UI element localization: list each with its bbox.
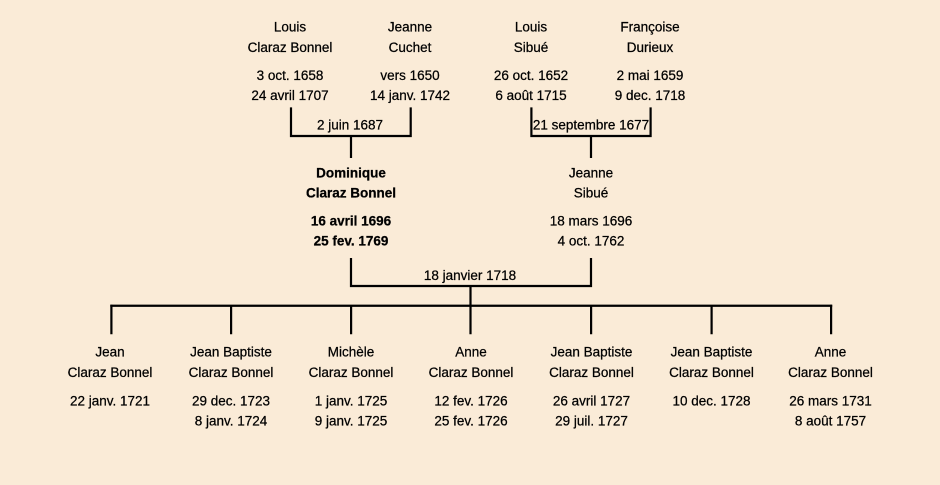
svg-text:2 juin 1687: 2 juin 1687 xyxy=(317,118,383,133)
svg-text:26 oct. 1652: 26 oct. 1652 xyxy=(494,68,568,83)
svg-text:Durieux: Durieux xyxy=(627,40,674,55)
svg-text:Anne: Anne xyxy=(815,345,847,360)
svg-text:21 septembre 1677: 21 septembre 1677 xyxy=(533,118,649,133)
svg-text:3 oct. 1658: 3 oct. 1658 xyxy=(257,68,324,83)
svg-text:26 mars 1731: 26 mars 1731 xyxy=(789,394,872,409)
svg-text:29 dec. 1723: 29 dec. 1723 xyxy=(192,394,270,409)
svg-text:Claraz Bonnel: Claraz Bonnel xyxy=(309,365,394,380)
svg-text:16 avril 1696: 16 avril 1696 xyxy=(311,214,392,229)
svg-text:Dominique: Dominique xyxy=(316,166,386,181)
svg-text:Claraz Bonnel: Claraz Bonnel xyxy=(669,365,754,380)
svg-text:Jean Baptiste: Jean Baptiste xyxy=(190,345,272,360)
svg-text:Claraz Bonnel: Claraz Bonnel xyxy=(68,365,153,380)
svg-text:10 dec. 1728: 10 dec. 1728 xyxy=(672,394,750,409)
svg-text:Cuchet: Cuchet xyxy=(389,40,432,55)
svg-text:25 fev. 1726: 25 fev. 1726 xyxy=(434,414,507,429)
svg-text:Jean Baptiste: Jean Baptiste xyxy=(671,345,753,360)
svg-text:18 janvier 1718: 18 janvier 1718 xyxy=(424,268,516,283)
svg-text:24 avril 1707: 24 avril 1707 xyxy=(251,88,328,103)
svg-text:25 fev. 1769: 25 fev. 1769 xyxy=(314,234,389,249)
svg-text:Jeanne: Jeanne xyxy=(388,20,432,35)
svg-text:Anne: Anne xyxy=(455,345,487,360)
svg-text:18 mars 1696: 18 mars 1696 xyxy=(550,214,633,229)
svg-text:Louis: Louis xyxy=(274,20,307,35)
svg-text:Françoise: Françoise xyxy=(620,20,679,35)
svg-text:Claraz Bonnel: Claraz Bonnel xyxy=(306,186,396,201)
svg-text:22 janv. 1721: 22 janv. 1721 xyxy=(70,394,150,409)
svg-text:26 avril 1727: 26 avril 1727 xyxy=(553,394,630,409)
svg-text:9 janv. 1725: 9 janv. 1725 xyxy=(315,414,388,429)
svg-text:Claraz Bonnel: Claraz Bonnel xyxy=(788,365,873,380)
svg-text:6 août 1715: 6 août 1715 xyxy=(495,88,566,103)
svg-text:9 dec. 1718: 9 dec. 1718 xyxy=(615,88,686,103)
svg-text:Jean Baptiste: Jean Baptiste xyxy=(551,345,633,360)
svg-text:Louis: Louis xyxy=(515,20,548,35)
svg-text:2 mai 1659: 2 mai 1659 xyxy=(617,68,684,83)
svg-text:vers 1650: vers 1650 xyxy=(380,68,439,83)
svg-text:Michèle: Michèle xyxy=(328,345,375,360)
svg-text:4 oct. 1762: 4 oct. 1762 xyxy=(558,234,625,249)
svg-text:Claraz Bonnel: Claraz Bonnel xyxy=(189,365,274,380)
svg-text:8 janv. 1724: 8 janv. 1724 xyxy=(195,414,268,429)
svg-text:1 janv. 1725: 1 janv. 1725 xyxy=(315,394,388,409)
svg-text:14 janv. 1742: 14 janv. 1742 xyxy=(370,88,450,103)
svg-text:29 juil. 1727: 29 juil. 1727 xyxy=(555,414,628,429)
svg-text:Claraz Bonnel: Claraz Bonnel xyxy=(429,365,514,380)
svg-text:Sibué: Sibué xyxy=(514,40,549,55)
svg-text:8 août 1757: 8 août 1757 xyxy=(795,414,866,429)
svg-text:Jean: Jean xyxy=(95,345,124,360)
svg-text:Claraz Bonnel: Claraz Bonnel xyxy=(248,40,333,55)
svg-text:12 fev. 1726: 12 fev. 1726 xyxy=(434,394,507,409)
svg-text:Sibué: Sibué xyxy=(574,186,609,201)
svg-text:Jeanne: Jeanne xyxy=(569,166,613,181)
svg-text:Claraz Bonnel: Claraz Bonnel xyxy=(549,365,634,380)
